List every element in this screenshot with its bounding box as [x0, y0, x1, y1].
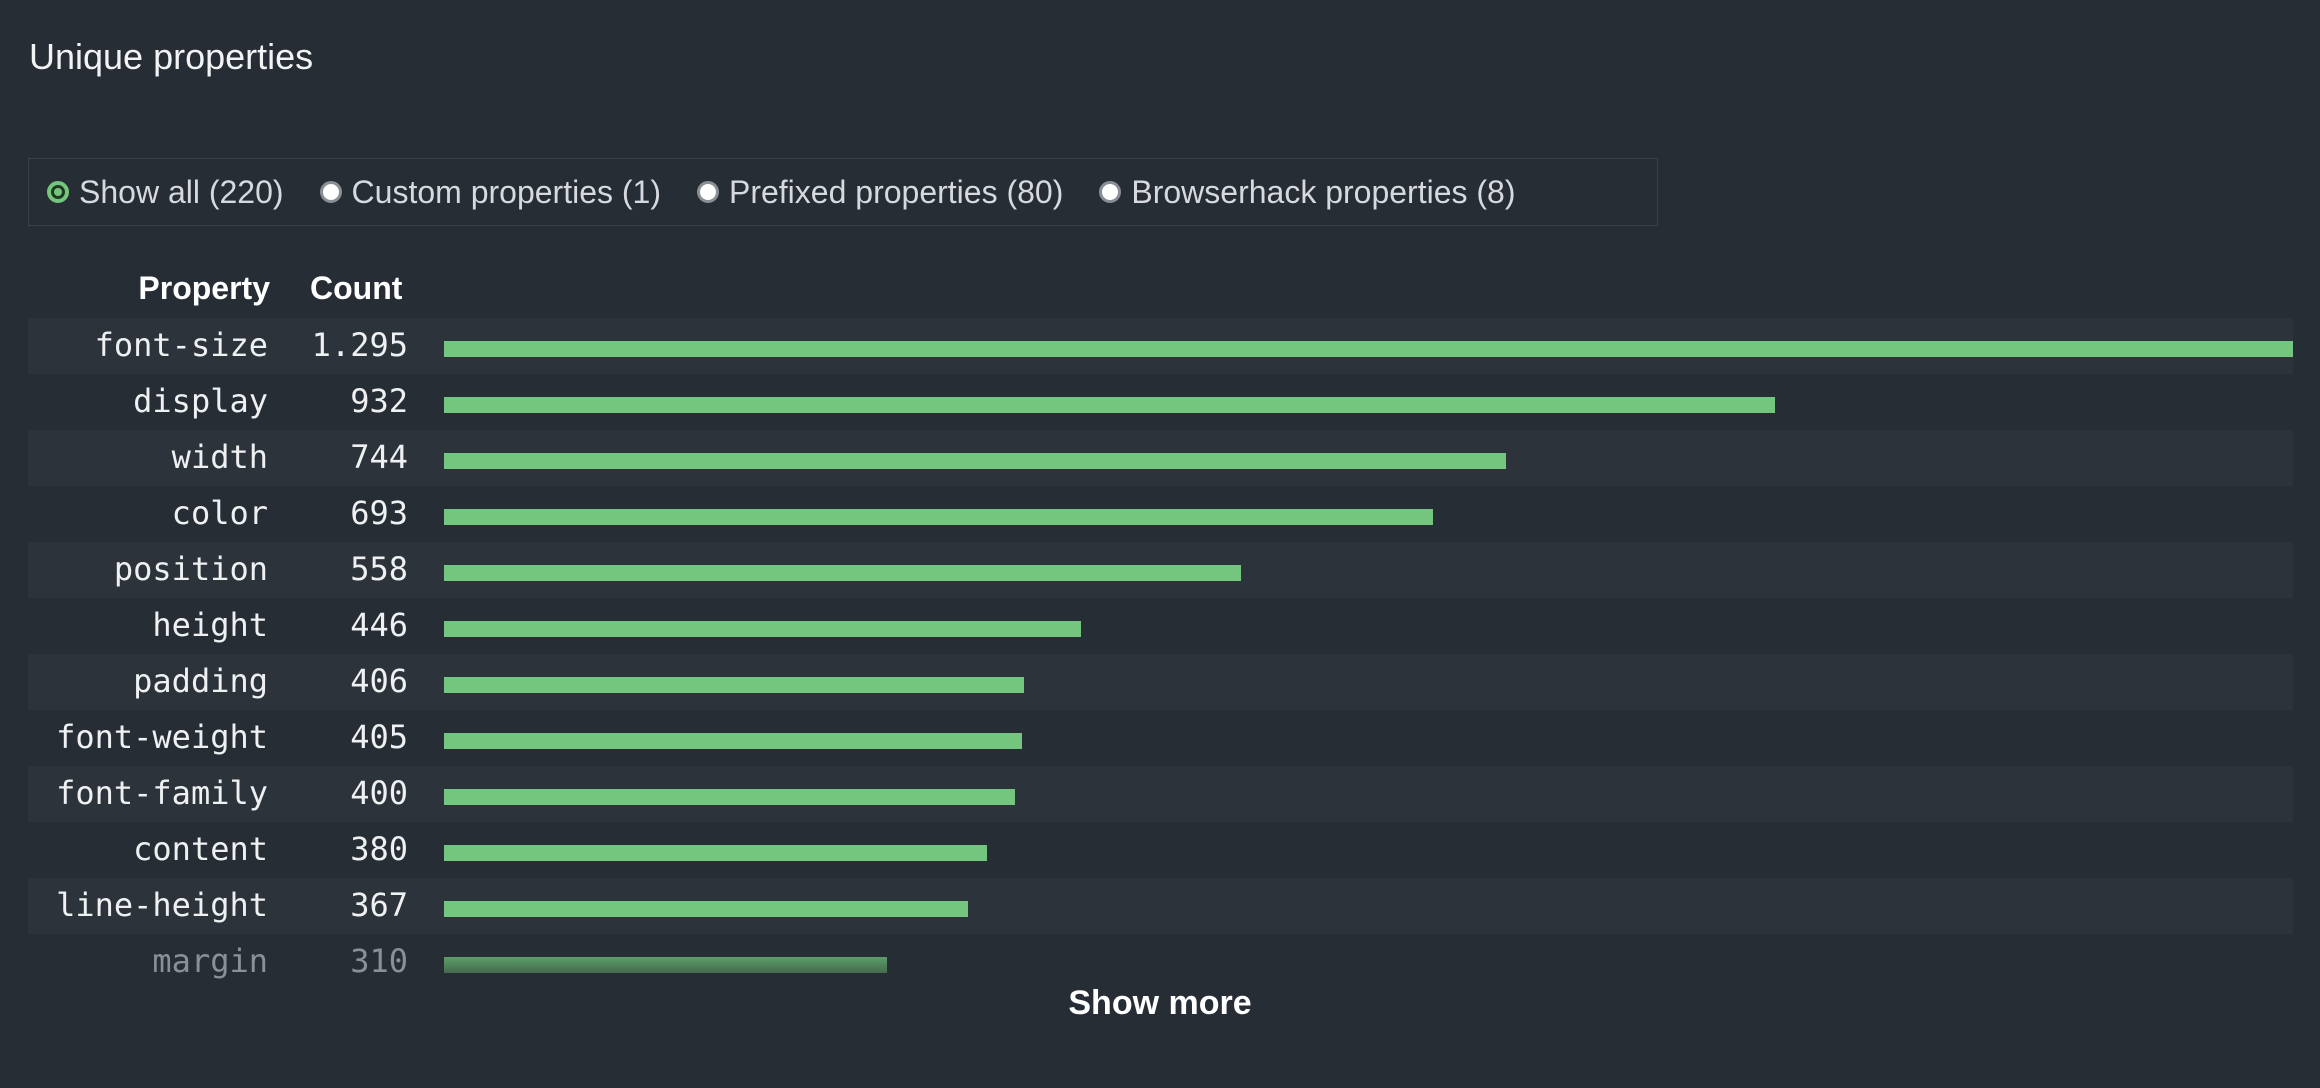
- table-row: margin 310: [28, 934, 2293, 990]
- count-bar: [444, 733, 1023, 749]
- property-name: height: [152, 606, 268, 644]
- filter-custom[interactable]: Custom properties (1): [319, 173, 661, 211]
- radio-icon[interactable]: [319, 181, 342, 203]
- filter-label: Browserhack properties (8): [1131, 173, 1516, 210]
- filter-prefixed[interactable]: Prefixed properties (80): [696, 173, 1064, 211]
- table-row: line-height 367: [28, 878, 2293, 934]
- property-name: content: [133, 830, 268, 868]
- property-count: 380: [350, 830, 408, 868]
- property-name: line-height: [56, 886, 268, 924]
- column-header-property: Property: [138, 270, 270, 306]
- count-bar: [444, 789, 1016, 805]
- count-bar: [444, 565, 1241, 581]
- filter-radio-group: Show all (220) Custom properties (1) Pre…: [28, 158, 1658, 226]
- property-name: position: [113, 550, 268, 588]
- property-name: display: [133, 382, 268, 420]
- filter-label: Show all (220): [79, 173, 284, 210]
- property-name: width: [171, 438, 268, 476]
- property-name: font-weight: [56, 718, 268, 756]
- count-bar: [444, 901, 968, 917]
- property-name: font-family: [56, 774, 268, 812]
- property-count: 310: [350, 942, 408, 980]
- table-row: font-family 400: [28, 766, 2293, 822]
- count-bar: [444, 397, 1775, 413]
- count-bar: [444, 677, 1024, 693]
- property-name: padding: [133, 662, 268, 700]
- property-count: 744: [350, 438, 408, 476]
- filter-browserhack[interactable]: Browserhack properties (8): [1099, 173, 1516, 211]
- column-header-count: Count: [310, 270, 403, 306]
- count-bar: [444, 509, 1434, 525]
- property-name: margin: [152, 942, 268, 980]
- section-title: Unique properties: [29, 36, 314, 77]
- count-bar: [444, 621, 1081, 637]
- table-row: width 744: [28, 430, 2293, 486]
- property-count: 367: [350, 886, 408, 924]
- table-row: position 558: [28, 542, 2293, 598]
- property-count: 406: [350, 662, 408, 700]
- property-table: font-size 1.295 display 932 width 744 color 693…: [28, 318, 2293, 990]
- property-count: 932: [350, 382, 408, 420]
- count-bar: [444, 453, 1507, 469]
- table-row: font-weight 405: [28, 710, 2293, 766]
- property-count: 446: [350, 606, 408, 644]
- property-name: font-size: [94, 326, 268, 364]
- property-name: color: [171, 494, 268, 532]
- radio-selected-icon[interactable]: [47, 181, 69, 203]
- table-row: color 693: [28, 486, 2293, 542]
- table-row: display 932: [28, 374, 2293, 430]
- property-count: 558: [350, 550, 408, 588]
- count-bar: [444, 957, 887, 973]
- count-bar: [444, 341, 2293, 357]
- show-more-button[interactable]: Show more: [1068, 984, 1252, 1022]
- property-count: 693: [350, 494, 408, 532]
- radio-icon[interactable]: [696, 181, 719, 203]
- table-row: padding 406: [28, 654, 2293, 710]
- radio-icon[interactable]: [1099, 181, 1122, 203]
- filter-label: Prefixed properties (80): [728, 173, 1064, 210]
- table-row: height 446: [28, 598, 2293, 654]
- count-bar: [444, 845, 987, 861]
- property-count: 400: [350, 774, 408, 812]
- table-row: content 380: [28, 822, 2293, 878]
- filter-label: Custom properties (1): [351, 173, 661, 210]
- property-count: 405: [350, 718, 408, 756]
- filter-show-all[interactable]: Show all (220): [47, 174, 284, 211]
- property-count: 1.295: [311, 326, 408, 364]
- table-row: font-size 1.295: [28, 318, 2293, 374]
